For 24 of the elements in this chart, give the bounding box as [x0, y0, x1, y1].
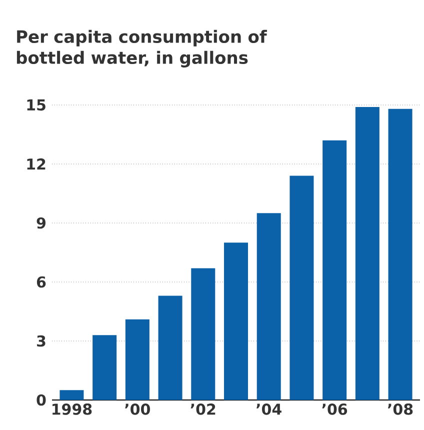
bar	[191, 268, 216, 400]
bar	[388, 108, 412, 400]
x-tick-label: ’02	[190, 404, 216, 415]
x-tick-label: ’00	[125, 404, 150, 415]
x-tick-label: ’04	[256, 404, 282, 415]
bar	[158, 296, 182, 400]
bar	[355, 106, 380, 400]
bar	[224, 242, 248, 400]
y-tick-label: 15	[27, 99, 46, 111]
x-tick-label: ’08	[388, 404, 413, 415]
bar	[125, 319, 150, 400]
y-tick-label: 0	[36, 394, 46, 406]
y-tick-label: 3	[37, 335, 46, 347]
y-tick-label: 12	[27, 158, 46, 170]
bar	[92, 335, 117, 400]
y-tick-label: 9	[36, 217, 46, 229]
x-tick-label: 1998	[52, 404, 92, 415]
y-tick-label: 6	[36, 276, 46, 288]
x-tick-label: ’06	[322, 404, 348, 415]
bar	[60, 390, 84, 400]
bar	[322, 140, 347, 400]
chart-title: Per capita consumption of bottled water, in gallons	[16, 30, 267, 68]
bar	[290, 176, 314, 400]
bar	[256, 213, 281, 400]
